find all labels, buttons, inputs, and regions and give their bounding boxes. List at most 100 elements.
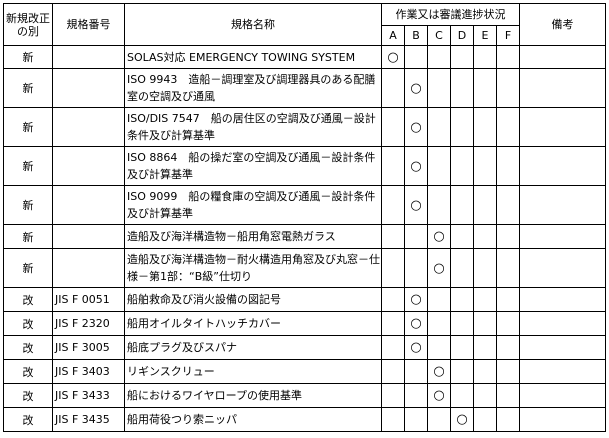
progress-mark-circle: ○ bbox=[427, 359, 451, 384]
cell-notes bbox=[519, 45, 606, 69]
cell-name: 船舶救命及び消火設備の図記号 bbox=[124, 287, 382, 312]
cell-stage-f bbox=[496, 407, 520, 432]
cell-kind: 改 bbox=[3, 359, 53, 384]
cell-stage-e bbox=[473, 407, 497, 432]
cell-notes bbox=[519, 287, 606, 312]
cell-number bbox=[52, 185, 125, 225]
cell-kind: 新 bbox=[3, 248, 53, 288]
cell-number bbox=[52, 107, 125, 147]
cell-stage-d bbox=[450, 335, 474, 360]
cell-kind: 改 bbox=[3, 407, 53, 432]
cell-stage-f bbox=[496, 68, 520, 108]
cell-number: JIS F 3433 bbox=[52, 383, 125, 408]
progress-mark-circle: ○ bbox=[427, 248, 451, 288]
cell-stage-d bbox=[450, 185, 474, 225]
cell-number: JIS F 0051 bbox=[52, 287, 125, 312]
cell-number bbox=[52, 224, 125, 249]
cell-stage-d bbox=[450, 68, 474, 108]
table-row: 新 SOLAS対応 EMERGENCY TOWING SYSTEM ○ bbox=[3, 45, 606, 69]
cell-number: JIS F 3403 bbox=[52, 359, 125, 384]
cell-notes bbox=[519, 185, 606, 225]
cell-stage-e bbox=[473, 248, 497, 288]
cell-stage-d bbox=[450, 248, 474, 288]
header-stage-f: F bbox=[496, 25, 520, 46]
header-kind: 新規改正の別 bbox=[3, 3, 53, 46]
cell-name: 船用荷役つり索ニッパ bbox=[124, 407, 382, 432]
cell-stage-e bbox=[473, 383, 497, 408]
progress-mark-circle: ○ bbox=[404, 146, 428, 186]
cell-stage-d bbox=[450, 311, 474, 336]
cell-stage-f bbox=[496, 146, 520, 186]
cell-stage-d bbox=[450, 383, 474, 408]
progress-mark-circle: ○ bbox=[450, 407, 474, 432]
table-row: 新 ISO 9099 船の糧食庫の空調及び通風－設計条件及び計算基準 ○ bbox=[3, 185, 606, 225]
header-status: 作業又は審議進捗状況 bbox=[381, 3, 520, 26]
cell-stage-b bbox=[404, 224, 428, 249]
cell-stage-e bbox=[473, 185, 497, 225]
cell-kind: 新 bbox=[3, 107, 53, 147]
cell-notes bbox=[519, 146, 606, 186]
cell-stage-e bbox=[473, 68, 497, 108]
cell-stage-b bbox=[404, 407, 428, 432]
cell-kind: 新 bbox=[3, 68, 53, 108]
progress-mark-circle: ○ bbox=[404, 68, 428, 108]
cell-notes bbox=[519, 224, 606, 249]
cell-name: 船底プラグ及びスパナ bbox=[124, 335, 382, 360]
header-stage-b: B bbox=[404, 25, 428, 46]
cell-stage-f bbox=[496, 383, 520, 408]
table-row: 改 JIS F 3435 船用荷役つり索ニッパ ○ bbox=[3, 407, 606, 432]
cell-kind: 改 bbox=[3, 335, 53, 360]
cell-number bbox=[52, 68, 125, 108]
header-stage-e: E bbox=[473, 25, 497, 46]
cell-stage-b bbox=[404, 359, 428, 384]
cell-notes bbox=[519, 311, 606, 336]
cell-stage-d bbox=[450, 146, 474, 186]
cell-name: ISO/DIS 7547 船の居住区の空調及び通風－設計条件及び計算基準 bbox=[124, 107, 382, 147]
cell-stage-a bbox=[381, 359, 405, 384]
progress-mark-circle: ○ bbox=[427, 383, 451, 408]
cell-stage-f bbox=[496, 248, 520, 288]
progress-mark-circle: ○ bbox=[404, 185, 428, 225]
cell-stage-d bbox=[450, 224, 474, 249]
cell-stage-a bbox=[381, 383, 405, 408]
table-row: 改 JIS F 3433 船におけるワイヤロープの使用基準 ○ bbox=[3, 383, 606, 408]
cell-stage-b bbox=[404, 45, 428, 69]
table-row: 新 造船及び海洋構造物－船用角窓電熱ガラス ○ bbox=[3, 224, 606, 249]
progress-mark-circle: ○ bbox=[404, 287, 428, 312]
cell-number: JIS F 3005 bbox=[52, 335, 125, 360]
cell-stage-d bbox=[450, 45, 474, 69]
cell-number: JIS F 2320 bbox=[52, 311, 125, 336]
cell-stage-a bbox=[381, 146, 405, 186]
cell-stage-f bbox=[496, 45, 520, 69]
cell-stage-a bbox=[381, 248, 405, 288]
table-row: 新 ISO 8864 船の操だ室の空調及び通風－設計条件及び計算基準 ○ bbox=[3, 146, 606, 186]
cell-kind: 改 bbox=[3, 383, 53, 408]
cell-stage-f bbox=[496, 224, 520, 249]
cell-stage-e bbox=[473, 146, 497, 186]
cell-stage-b bbox=[404, 383, 428, 408]
cell-stage-f bbox=[496, 359, 520, 384]
cell-stage-c bbox=[427, 146, 451, 186]
header-stage-d: D bbox=[450, 25, 474, 46]
table-row: 新 造船及び海洋構造物－耐火構造用角窓及び丸窓－仕様－第1部：“B級”仕切り ○ bbox=[3, 248, 606, 288]
cell-stage-c bbox=[427, 45, 451, 69]
cell-stage-b bbox=[404, 248, 428, 288]
progress-mark-circle: ○ bbox=[404, 335, 428, 360]
progress-mark-circle: ○ bbox=[404, 107, 428, 147]
cell-stage-a bbox=[381, 335, 405, 360]
cell-stage-e bbox=[473, 287, 497, 312]
cell-stage-a bbox=[381, 68, 405, 108]
cell-stage-a bbox=[381, 185, 405, 225]
cell-stage-f bbox=[496, 335, 520, 360]
cell-stage-e bbox=[473, 224, 497, 249]
cell-stage-f bbox=[496, 107, 520, 147]
cell-stage-a bbox=[381, 287, 405, 312]
cell-kind: 新 bbox=[3, 224, 53, 249]
table-row: 新 ISO 9943 造船－調理室及び調理器具のある配膳室の空調及び通風 ○ bbox=[3, 68, 606, 108]
table-row: 改 JIS F 0051 船舶救命及び消火設備の図記号 ○ bbox=[3, 287, 606, 312]
cell-name: 造船及び海洋構造物－船用角窓電熱ガラス bbox=[124, 224, 382, 249]
cell-kind: 改 bbox=[3, 287, 53, 312]
progress-mark-circle: ○ bbox=[381, 45, 405, 69]
progress-mark-circle: ○ bbox=[404, 311, 428, 336]
